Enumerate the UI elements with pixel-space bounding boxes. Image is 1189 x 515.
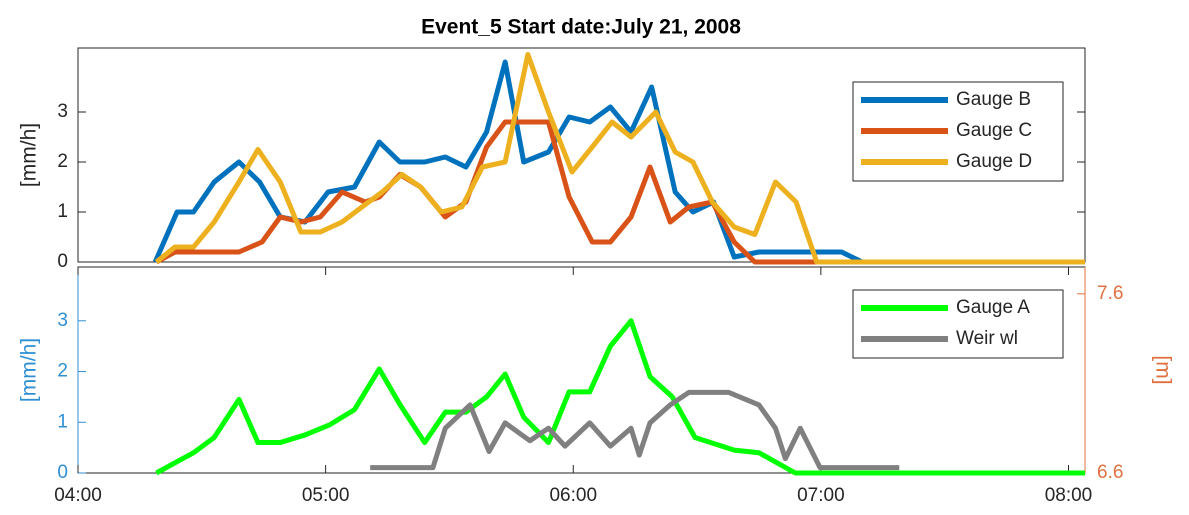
y-tick-label: 2 bbox=[57, 151, 68, 172]
legend-label: Gauge C bbox=[956, 120, 1032, 141]
y2-tick-label: 7.6 bbox=[1097, 283, 1123, 304]
x-tick-label: 08:00 bbox=[1045, 485, 1093, 506]
x-tick-label: 07:00 bbox=[797, 485, 845, 506]
legend-label: Weir wl bbox=[956, 328, 1018, 349]
series-line bbox=[152, 59, 1085, 265]
y-axis-label: [mm/h] bbox=[18, 338, 41, 402]
y-tick-label: 1 bbox=[57, 411, 68, 432]
series-line bbox=[154, 52, 1085, 265]
x-tick-label: 04:00 bbox=[54, 485, 102, 506]
chart-title: Event_5 Start date:July 21, 2008 bbox=[421, 16, 741, 39]
legend-label: Gauge D bbox=[956, 151, 1032, 172]
y-tick-label: 0 bbox=[57, 251, 68, 272]
legend-label: Gauge A bbox=[956, 297, 1030, 318]
y-tick-label: 3 bbox=[57, 310, 68, 331]
x-tick-label: 05:00 bbox=[302, 485, 350, 506]
x-tick-label: 06:00 bbox=[549, 485, 597, 506]
y2-axis-label: [m] bbox=[1151, 355, 1174, 384]
series-line bbox=[370, 389, 900, 471]
legend-label: Gauge B bbox=[956, 89, 1031, 110]
axes-box bbox=[77, 47, 1086, 263]
legend-box bbox=[852, 289, 1064, 359]
y2-tick-label: 6.6 bbox=[1097, 462, 1123, 483]
y-axis-label: [mm/h] bbox=[18, 123, 41, 187]
y-tick-label: 3 bbox=[57, 101, 68, 122]
y-tick-label: 1 bbox=[57, 201, 68, 222]
y-tick-label: 0 bbox=[57, 462, 68, 483]
y-tick-label: 2 bbox=[57, 361, 68, 382]
